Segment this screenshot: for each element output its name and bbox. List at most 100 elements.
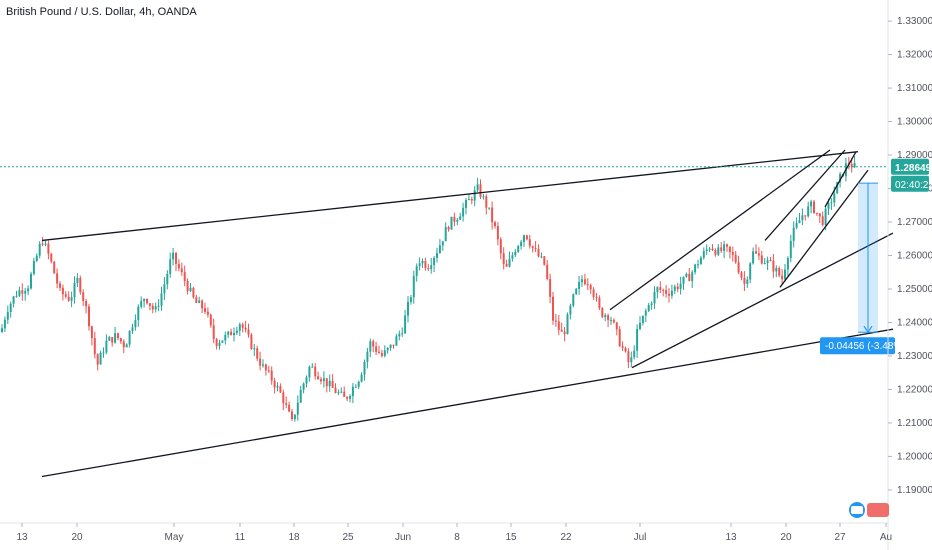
candle-body: [459, 216, 462, 220]
candle-body: [47, 243, 50, 254]
x-tick-label: 25: [342, 532, 354, 543]
candle-body: [726, 244, 728, 247]
candle-body: [569, 305, 572, 315]
candle-body: [401, 333, 404, 335]
x-tick-label: 11: [235, 532, 246, 543]
y-tick-label: 1.29000: [897, 150, 932, 161]
candle-body: [12, 296, 15, 304]
candle-body: [163, 284, 166, 294]
candle-body: [6, 311, 9, 320]
candle-body: [798, 220, 801, 224]
countdown-value: 02:40:22: [895, 180, 932, 191]
candle-body: [778, 268, 781, 276]
candle-body: [685, 273, 688, 277]
candle-body: [554, 320, 557, 322]
candle-body: [35, 255, 38, 262]
candle-body: [140, 301, 143, 307]
candle-body: [177, 263, 180, 269]
candle-body: [70, 297, 73, 301]
candle-body: [659, 287, 662, 290]
candle-body: [247, 329, 250, 335]
candle-body: [601, 307, 604, 317]
candle-body: [415, 266, 418, 276]
candle-body: [682, 276, 685, 284]
candle-body: [372, 341, 375, 347]
x-tick-label: May: [165, 532, 184, 543]
candle-body: [201, 300, 204, 309]
candle-body: [386, 347, 389, 351]
candle-body: [699, 257, 702, 265]
candle-body: [357, 381, 360, 387]
candle-body: [90, 326, 93, 339]
trendline: [609, 149, 831, 311]
candle-body: [679, 283, 682, 290]
candle-body: [317, 376, 320, 380]
candle-body: [148, 303, 151, 306]
candle-body: [380, 353, 383, 356]
y-tick-label: 1.30000: [897, 117, 932, 128]
candle-body: [27, 288, 30, 292]
candle-body: [195, 297, 198, 303]
candle-body: [821, 216, 824, 225]
candle-body: [293, 414, 296, 420]
candle-body: [757, 253, 760, 256]
candle-body: [122, 341, 125, 348]
y-tick-label: 1.19000: [897, 485, 932, 496]
candle-body: [21, 290, 24, 294]
candle-body: [18, 290, 21, 296]
candle-body: [447, 227, 450, 230]
time-axis: 13 20 May 11 18 25 Jun 8 15 22 Jul 13 20 27 Au: [0, 522, 892, 543]
candle-body: [607, 315, 610, 321]
candle-body: [114, 333, 117, 343]
candle-body: [575, 288, 578, 295]
candle-body: [366, 351, 369, 362]
candle-body: [517, 246, 520, 252]
candle-body: [15, 295, 18, 297]
candle-body: [238, 324, 241, 331]
trendlines: [41, 149, 894, 478]
candle-body: [749, 263, 752, 280]
trendline: [779, 169, 869, 288]
candle-body: [349, 396, 351, 399]
candle-body: [41, 243, 44, 245]
candle-body: [99, 352, 102, 365]
candle-body: [775, 268, 778, 272]
candle-body: [639, 322, 641, 329]
candle-body: [198, 300, 201, 303]
candle-body: [305, 377, 308, 384]
chart-title: British Pound / U.S. Dollar, 4h, OANDA: [6, 6, 197, 18]
candle-body: [653, 291, 656, 304]
candle-body: [392, 344, 395, 346]
candles: [1, 155, 856, 422]
candle-body: [737, 262, 740, 273]
candle-body: [789, 240, 792, 259]
candle-body: [549, 278, 552, 297]
candle-body: [59, 283, 61, 288]
candle-body: [369, 341, 372, 352]
candle-body: [723, 244, 726, 251]
candle-body: [102, 352, 105, 354]
candle-body: [694, 264, 697, 273]
candle-body: [491, 207, 494, 223]
candle-body: [276, 386, 279, 388]
tradingview-logo-icon: [849, 502, 889, 518]
trendline: [764, 149, 846, 241]
countdown-tag: [891, 175, 929, 192]
x-tick-label: 15: [505, 532, 517, 543]
candle-body: [430, 265, 433, 270]
candle-body: [279, 386, 282, 393]
candle-body: [351, 386, 354, 397]
candle-body: [618, 329, 621, 347]
candle-body: [752, 251, 755, 264]
x-tick-label: 18: [288, 532, 300, 543]
candle-body: [717, 247, 720, 255]
trendline: [41, 151, 859, 242]
candle-body: [262, 364, 264, 366]
candle-body: [180, 268, 183, 273]
candle-body: [807, 206, 810, 217]
candle-body: [206, 311, 209, 315]
candle-body: [282, 392, 285, 404]
candle-body: [627, 351, 630, 363]
candle-body: [24, 291, 27, 294]
